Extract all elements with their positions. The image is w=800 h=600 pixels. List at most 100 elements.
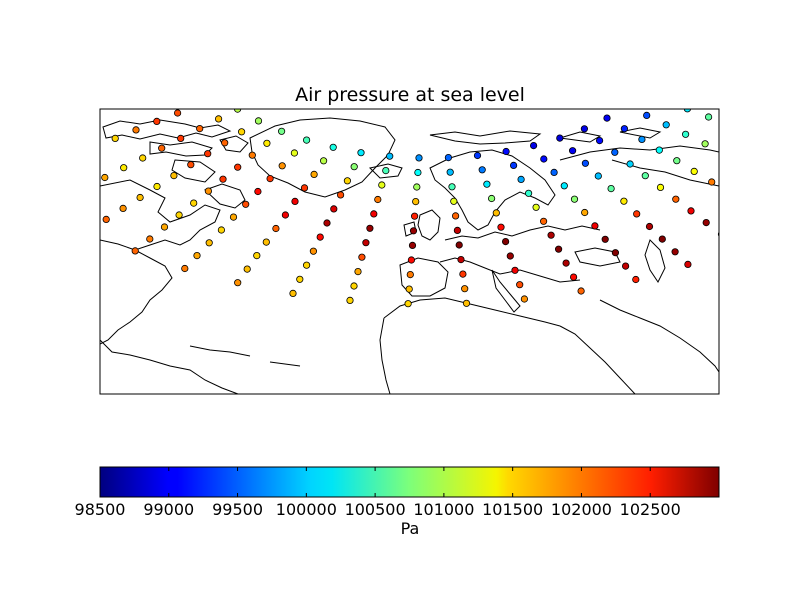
data-point <box>302 261 311 269</box>
data-point <box>254 187 262 196</box>
data-point <box>343 177 351 185</box>
data-point <box>101 173 109 182</box>
data-point <box>242 200 250 208</box>
data-point <box>64 194 70 200</box>
data-point <box>254 117 263 125</box>
data-point <box>131 247 139 255</box>
data-point <box>517 175 525 183</box>
data-point <box>234 279 242 287</box>
data-point <box>529 142 538 150</box>
data-point <box>708 178 716 186</box>
data-point <box>412 198 420 206</box>
data-point <box>111 134 119 142</box>
data-point <box>487 194 496 203</box>
data-point <box>346 296 354 304</box>
data-point <box>330 205 338 213</box>
data-point <box>687 207 695 215</box>
data-point <box>290 149 298 157</box>
data-point <box>370 210 378 218</box>
data-point <box>497 223 505 231</box>
data-point <box>594 172 602 180</box>
data-point <box>632 275 640 284</box>
data-point <box>453 226 461 234</box>
data-point <box>554 245 563 253</box>
data-point <box>501 238 510 246</box>
colorbar-tick-label: 101000 <box>413 500 475 519</box>
data-point <box>642 89 648 95</box>
data-point <box>769 138 775 144</box>
data-point <box>645 222 654 231</box>
data-point <box>405 285 413 293</box>
data-point <box>248 151 256 159</box>
data-point <box>721 150 727 156</box>
data-point <box>607 185 615 193</box>
data-point <box>415 154 423 162</box>
map-frame <box>100 109 719 394</box>
data-point <box>580 125 589 133</box>
data-point <box>540 155 548 163</box>
data-point <box>170 172 178 180</box>
data-point <box>196 125 204 133</box>
data-point <box>91 144 97 150</box>
data-point <box>611 148 619 156</box>
data-point <box>382 167 390 175</box>
data-point <box>702 219 710 227</box>
data-point <box>374 195 382 204</box>
data-point <box>511 266 519 274</box>
data-point <box>413 183 421 191</box>
data-point <box>509 161 518 169</box>
colorbar <box>99 466 720 498</box>
data-point <box>407 256 415 264</box>
data-point <box>760 169 766 175</box>
data-point <box>741 160 747 166</box>
data-point <box>263 139 271 147</box>
data-point <box>296 275 304 283</box>
data-point <box>620 197 628 205</box>
data-point <box>277 127 286 135</box>
data-point <box>410 212 419 220</box>
data-point <box>581 208 589 217</box>
data-point <box>215 115 223 123</box>
chart-title: Air pressure at sea level <box>295 84 525 106</box>
colorbar-tick-label: 100500 <box>344 500 406 519</box>
data-point <box>190 199 198 207</box>
data-point <box>153 182 161 191</box>
data-point <box>278 162 286 170</box>
data-point <box>323 219 331 227</box>
data-point <box>643 111 651 120</box>
data-point <box>136 193 144 202</box>
data-point <box>620 125 629 133</box>
data-point <box>455 241 463 249</box>
data-point <box>193 252 201 260</box>
data-point <box>556 134 564 142</box>
data-point <box>516 281 524 289</box>
data-point <box>448 183 456 191</box>
data-point <box>262 238 270 246</box>
data-point <box>187 161 195 169</box>
data-point <box>102 215 110 223</box>
data-point <box>459 270 467 278</box>
data-point <box>119 204 127 212</box>
data-point <box>70 152 76 158</box>
data-point <box>748 130 754 136</box>
data-point <box>132 126 140 134</box>
colorbar-tick-label: 101500 <box>482 500 544 519</box>
data-point <box>483 180 491 188</box>
data-point <box>253 252 261 260</box>
data-point <box>350 282 358 290</box>
data-point <box>502 147 510 156</box>
data-point <box>329 143 337 151</box>
data-point <box>444 154 452 162</box>
data-point <box>626 160 634 168</box>
colorbar-tick-label: 99000 <box>143 500 195 519</box>
data-point <box>158 144 166 152</box>
colorbar-label: Pa <box>400 519 420 538</box>
data-point <box>672 195 680 203</box>
data-point <box>174 109 182 117</box>
data-point <box>570 195 579 203</box>
data-point <box>205 239 213 247</box>
data-point <box>673 157 681 165</box>
data-point <box>404 300 412 308</box>
